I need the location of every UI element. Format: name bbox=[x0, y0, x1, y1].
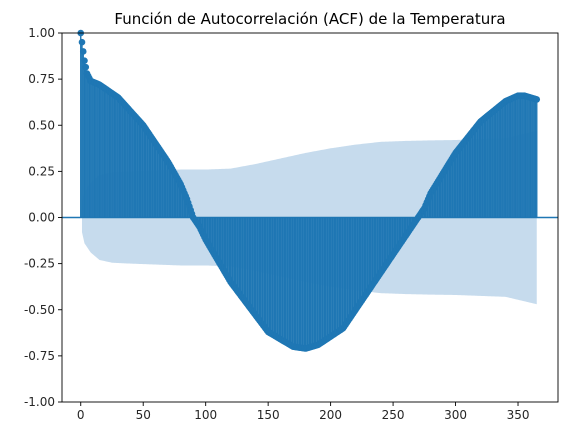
x-tick-label: 50 bbox=[136, 408, 151, 422]
y-tick-label: -0.50 bbox=[24, 303, 55, 317]
y-tick-label: 0.50 bbox=[28, 118, 55, 132]
x-tick-label: 250 bbox=[382, 408, 405, 422]
acf-bars-layer bbox=[80, 33, 538, 349]
acf-point bbox=[533, 96, 541, 103]
y-tick-label: -0.25 bbox=[24, 257, 55, 271]
acf-markers-layer bbox=[77, 29, 541, 352]
y-tick-label: -1.00 bbox=[24, 395, 55, 409]
y-tick-label: 0.75 bbox=[28, 72, 55, 86]
y-tick-label: 0.00 bbox=[28, 211, 55, 225]
x-tick-label: 100 bbox=[194, 408, 217, 422]
y-tick-label: -0.75 bbox=[24, 349, 55, 363]
x-tick-layer: 0 50 100 150 200 250 300 350 bbox=[77, 402, 530, 422]
acf-point bbox=[79, 48, 87, 55]
acf-point bbox=[82, 63, 90, 71]
y-tick-label: 1.00 bbox=[28, 26, 55, 40]
acf-point bbox=[78, 38, 86, 46]
x-tick-label: 300 bbox=[444, 408, 467, 422]
x-tick-label: 200 bbox=[319, 408, 342, 422]
x-tick-label: 0 bbox=[77, 408, 85, 422]
chart-title: Función de Autocorrelación (ACF) de la T… bbox=[114, 10, 505, 28]
x-tick-label: 350 bbox=[507, 408, 530, 422]
y-tick-label: 0.25 bbox=[28, 164, 55, 178]
acf-point bbox=[81, 57, 88, 64]
x-tick-label: 150 bbox=[257, 408, 280, 422]
y-tick-layer: -1.00 -0.75 -0.50 -0.25 0.00 0.25 0.50 0.75 1.00 bbox=[24, 26, 62, 409]
